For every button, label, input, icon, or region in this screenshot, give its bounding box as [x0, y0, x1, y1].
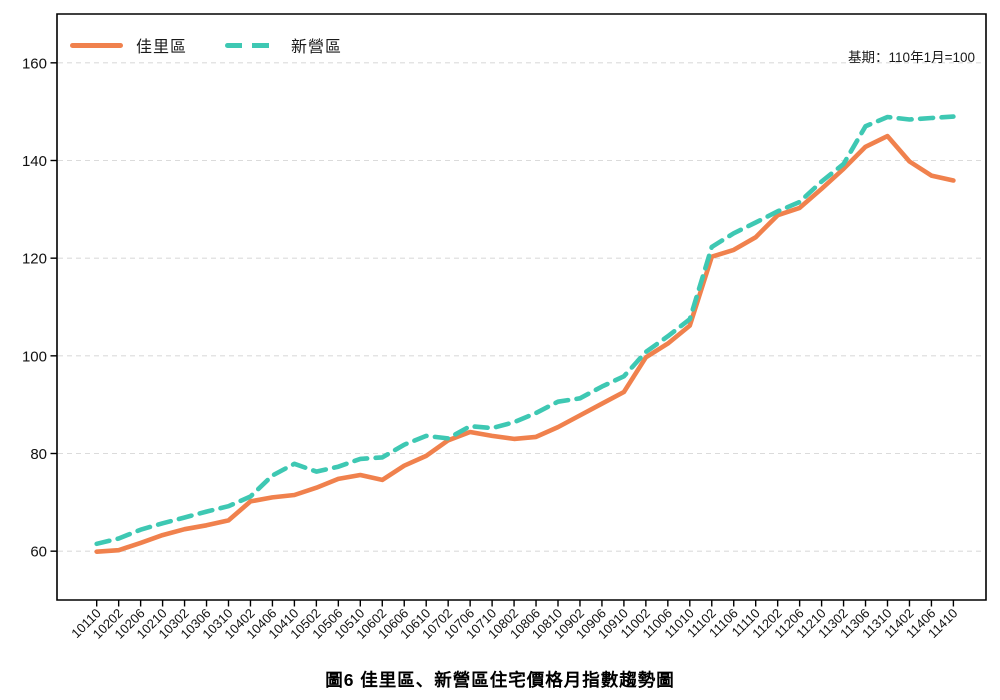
legend-solid-line-swatch — [70, 42, 123, 48]
y-tick-label-120: 120 — [22, 251, 47, 268]
chart-legend: 佳里區 新營區 — [70, 33, 342, 57]
y-tick-label-160: 160 — [22, 55, 47, 72]
y-tick-label-140: 140 — [22, 153, 47, 170]
series-line-佳里區 — [94, 133, 956, 554]
series-line-新營區 — [94, 114, 956, 547]
legend-label-xinying: 新營區 — [291, 39, 343, 56]
legend-dashed-line-swatch — [225, 42, 279, 48]
legend-label-jiali: 佳里區 — [136, 39, 188, 56]
chart-title: 圖6 佳里區、新營區住宅價格月指數趨勢圖 — [325, 670, 675, 690]
y-tick-label-60: 60 — [30, 544, 47, 561]
legend-item-jiali: 佳里區 — [70, 33, 187, 57]
plot-spines — [56, 13, 987, 601]
y-tick-label-80: 80 — [30, 446, 47, 463]
base-period-note: 基期：110年1月=100 — [848, 50, 975, 65]
legend-item-xinying: 新營區 — [225, 33, 342, 57]
y-tick-label-100: 100 — [22, 348, 47, 365]
